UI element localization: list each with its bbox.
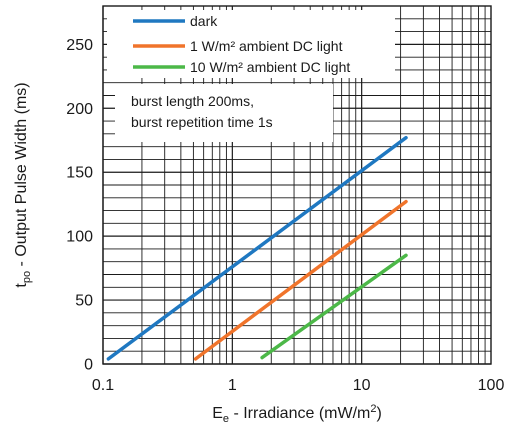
series-line-1: [193, 199, 408, 361]
x-axis-title: Ee - Irradiance (mW/m2): [212, 403, 382, 425]
y-tick-label: 100: [66, 229, 93, 246]
x-axis-title-sup: 2: [370, 403, 376, 415]
y-axis-title: tpo - Output Pulse Width (ms): [13, 82, 33, 287]
y-tick-labels: 0 50 100 150 200 250: [66, 37, 93, 374]
y-axis-title-sub: po: [21, 271, 33, 283]
x-axis-title-rest: - Irradiance (mW/m: [229, 405, 370, 422]
y-tick-label: 0: [84, 357, 93, 374]
x-axis-title-sub: e: [223, 413, 229, 425]
annotation-box: [115, 84, 333, 142]
y-axis-title-main: t: [13, 283, 30, 288]
x-axis-title-main: E: [212, 405, 223, 422]
x-tick-labels: 0.1 1 10 100: [92, 377, 505, 394]
annotation-line-1: burst length 200ms,: [131, 93, 254, 109]
legend-label-dark: dark: [190, 13, 218, 29]
legend: dark 1 W/m² ambient DC light 10 W/m² amb…: [107, 10, 395, 78]
series-line-0: [106, 135, 408, 361]
x-tick-label: 1: [228, 377, 237, 394]
y-tick-label: 200: [66, 101, 93, 118]
series-line-2: [260, 253, 408, 360]
annotation: burst length 200ms, burst repetition tim…: [115, 84, 333, 142]
plot-frame: [102, 5, 492, 365]
x-tick-label: 100: [478, 377, 505, 394]
y-tick-label: 150: [66, 165, 93, 182]
y-tick-label: 50: [75, 293, 93, 310]
legend-label-1w: 1 W/m² ambient DC light: [190, 38, 343, 54]
annotation-line-2: burst repetition time 1s: [131, 114, 273, 130]
legend-label-10w: 10 W/m² ambient DC light: [190, 59, 350, 75]
series-lines: [106, 135, 408, 361]
x-tick-label: 0.1: [92, 377, 114, 394]
x-tick-label: 10: [353, 377, 371, 394]
y-axis-title-rest: - Output Pulse Width (ms): [13, 82, 30, 271]
y-tick-label: 250: [66, 37, 93, 54]
x-axis-title-end: ): [376, 405, 381, 422]
